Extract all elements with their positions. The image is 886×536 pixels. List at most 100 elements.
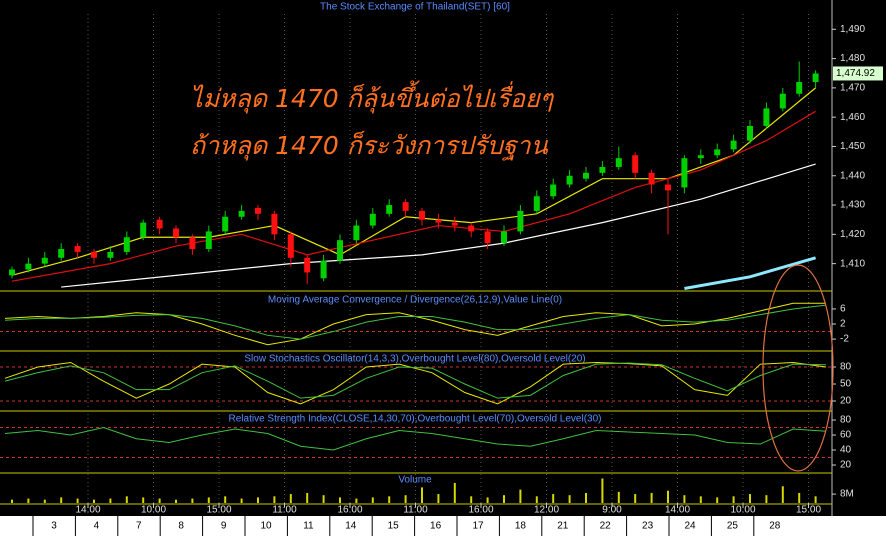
volume-bar [158, 498, 161, 503]
last-price-label: 1,474.92 [836, 68, 875, 79]
date-label: 17 [472, 521, 484, 532]
volume-bar [650, 492, 653, 503]
y-tick-label: -2 [840, 334, 849, 345]
time-label: 15:00 [796, 505, 821, 516]
volume-bar [76, 498, 79, 503]
volume-bar [568, 495, 571, 503]
candle-body [714, 149, 721, 156]
date-row [0, 516, 886, 536]
candle-body [451, 222, 458, 226]
candle-body [779, 93, 786, 109]
volume-bar [175, 499, 177, 503]
candle-body [468, 225, 475, 232]
time-label: 16:00 [468, 505, 493, 516]
volume-bar [601, 478, 604, 503]
volume-bar [306, 492, 309, 503]
time-label: 10:00 [730, 505, 755, 516]
y-tick-label: 6 [840, 304, 846, 315]
annotation: ถ้าหลุด 1470 ก็ระวังการปรับฐาน [190, 130, 549, 161]
indicator-line [4, 362, 827, 399]
volume-bar [503, 495, 505, 503]
y-tick-label: 20 [840, 460, 852, 471]
volume-bar [585, 492, 587, 503]
candle-body [796, 82, 803, 94]
volume-bar [798, 492, 801, 503]
y-tick-label: 50 [840, 379, 852, 390]
volume-bar [519, 489, 522, 503]
date-label: 16 [430, 521, 442, 532]
candle-body [287, 234, 294, 258]
volume-bar [125, 496, 128, 503]
time-label: 10:00 [141, 505, 166, 516]
time-label: 14:00 [665, 505, 690, 516]
candle-body [320, 260, 327, 279]
candle-body [25, 263, 32, 270]
y-tick-label: 80 [840, 362, 852, 373]
panel-title: Volume [398, 475, 432, 486]
candle-body [435, 219, 442, 223]
volume-bar [781, 486, 784, 503]
date-label: 18 [515, 521, 527, 532]
time-label: 11:00 [403, 505, 428, 516]
y-tick-label: 1,440 [840, 170, 865, 181]
volume-bar [667, 490, 669, 503]
candle-body [173, 228, 179, 238]
y-tick-label: 1,450 [840, 141, 865, 152]
candle-body [107, 251, 114, 258]
volume-bar [257, 497, 259, 503]
candle-body [123, 237, 130, 252]
candle-body [255, 207, 261, 214]
candle-body [271, 213, 278, 235]
time-label: 15:00 [206, 505, 231, 516]
indicator-line [4, 304, 827, 340]
date-label: 8 [178, 521, 184, 532]
date-label: 21 [557, 521, 569, 532]
candle-body [583, 172, 589, 179]
moving-average [684, 256, 817, 291]
y-tick-label: 80 [840, 415, 852, 426]
volume-bar [765, 495, 768, 503]
date-label: 25 [727, 521, 739, 532]
panel-title: Relative Strength Index(CLOSE,14,30,70),… [229, 414, 602, 425]
candle-body [369, 213, 376, 226]
volume-bar [404, 495, 407, 503]
volume-bar [552, 494, 555, 503]
volume-bar [191, 498, 194, 503]
volume-bar [93, 499, 95, 503]
date-label: 28 [769, 521, 781, 532]
volume-bar [683, 495, 686, 503]
volume-bar [109, 498, 112, 503]
date-label: 14 [345, 521, 357, 532]
volume-bar [60, 497, 63, 503]
volume-bar [470, 496, 473, 503]
volume-bar [421, 487, 423, 503]
date-label: 11 [303, 521, 314, 532]
y-tick-label: 60 [840, 430, 852, 441]
candle-body [9, 269, 15, 276]
date-label: 7 [136, 521, 142, 532]
time-label: 16:00 [337, 505, 362, 516]
candle-body [533, 196, 540, 211]
volume-bar [634, 494, 637, 503]
y-tick-label: 1,430 [840, 200, 865, 211]
time-label: 11:00 [272, 505, 297, 516]
time-label: 9:00 [602, 505, 622, 516]
candle-body [74, 246, 81, 252]
y-tick-label: 1,490 [840, 24, 865, 35]
volume-bar [388, 496, 391, 503]
candle-body [156, 219, 163, 229]
candle-body [140, 222, 147, 238]
y-tick-label: 1,420 [840, 229, 865, 240]
candle-body [517, 210, 524, 232]
candle-body [697, 155, 704, 159]
y-tick-label: 1,410 [840, 258, 865, 269]
candle-body [730, 140, 737, 150]
candle-body [91, 251, 97, 258]
volume-bar [273, 496, 276, 503]
candle-body [484, 231, 491, 244]
candle-body [337, 240, 343, 261]
candle-body [763, 108, 770, 126]
panel-title: The Stock Exchange of Thailand(SET) [60] [320, 2, 510, 13]
